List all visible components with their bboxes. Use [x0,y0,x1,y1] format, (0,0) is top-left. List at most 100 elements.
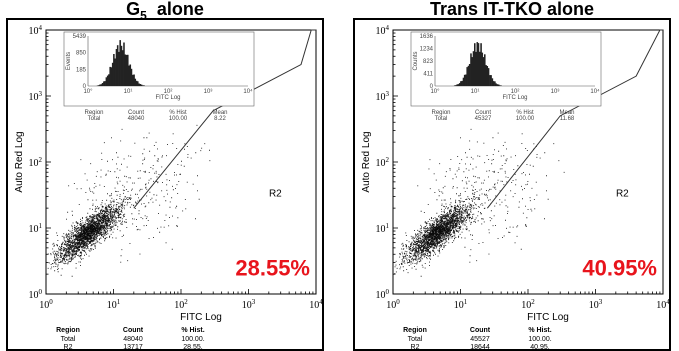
x-tick-label: 102 [521,298,535,311]
inset-x-label: FITC Log [502,95,527,101]
x-tick-label: 104 [309,298,322,311]
inset-histogram-bar [482,57,485,86]
inset-histogram-bar [125,54,128,86]
stats-table-cell: 100.00. [181,336,204,343]
inset-stats-header: Region [84,110,103,116]
inset-histogram-bar [137,81,139,86]
gate-r2-boundary [133,29,316,209]
inset-histogram-bar [110,67,113,86]
inset-histogram-bar [109,66,111,86]
inset-histogram-frame [63,31,255,107]
inset-x-tick-label: 10² [511,89,520,95]
inset-y-tick-label: 411 [423,72,433,78]
inset-histogram-bar [129,64,132,86]
inset-histogram-bar [123,42,125,86]
x-tick-label: 103 [589,298,603,311]
inset-histogram-bar [499,85,501,86]
x-tick-label: 103 [242,298,256,311]
stats-table-cell: 45527 [470,336,490,343]
gate-label: R2 [269,189,282,200]
inset-histogram-bar [481,52,484,86]
inset-y-tick-label: 0 [83,84,87,90]
inset-histogram-bar [132,74,134,86]
inset-histogram-bar [480,43,482,86]
inset-histogram-bar [479,51,481,86]
y-tick-label: 102 [29,156,43,169]
inset-histogram-bar [127,54,129,86]
y-tick-label: 102 [376,156,390,169]
inset-histogram-bar [458,83,461,86]
inset-histogram-bar [468,64,471,86]
inset-histogram-bar [142,85,144,86]
stats-table-header: Count [123,327,144,334]
stats-table-cell: 48040 [123,336,143,343]
y-tick-label: 101 [29,222,43,235]
inset-histogram-bar [472,51,475,86]
inset-stats-value: 11.68 [560,116,575,122]
stats-table-cell: Total [408,336,423,343]
x-axis-label: FITC Log [180,312,222,323]
x-tick-label: 100 [386,298,400,311]
inset-histogram-bar [463,74,466,86]
inset-histogram-bar [476,42,479,86]
inset-histogram-bar [457,84,460,86]
inset-y-tick-label: 823 [423,59,434,65]
inset-histogram-bar [484,54,486,86]
inset-histogram-bar [470,53,472,86]
stats-table-cell: 40.95. [530,344,550,349]
stats-table-header: % Hist. [181,327,204,334]
y-tick-label: 100 [29,288,43,301]
stats-table-header: % Hist. [528,327,551,334]
stats-table-cell: 28.55. [183,344,203,349]
inset-histogram-bar [475,51,477,86]
inset-histogram-bar [471,57,474,86]
inset-histogram-bar [460,81,462,86]
y-tick-label: 103 [29,90,43,103]
stats-table-cell: Total [61,336,76,343]
inset-histogram-bar [453,85,456,86]
inset-histogram-bar [140,84,143,86]
y-axis-label: Auto Red Log [14,131,25,192]
plot-frame: 100 101 102 103 104 100 101 102 103 104 FITC Log Au… [6,18,324,351]
y-tick-label: 103 [376,90,390,103]
inset-histogram-bar [492,81,495,86]
population-core [428,225,446,240]
inset-histogram-bar [490,75,492,86]
inset-histogram-bar [99,84,101,86]
percent-label: 28.55% [235,256,310,281]
inset-histogram-bar [489,75,491,86]
x-tick-label: 102 [174,298,188,311]
y-tick-label: 100 [376,288,390,301]
stats-table-cell: R2 [411,344,420,349]
inset-histogram-bar [118,51,120,86]
y-tick-label: 104 [376,24,390,37]
panel-title: G5 alone [126,0,204,23]
inset-y-label: Counts [413,51,419,70]
inset-stats-value: 48040 [128,116,145,122]
inset-histogram-bar [474,43,476,86]
inset-histogram-bar [124,54,127,86]
inset-y-tick-label: 1636 [420,34,434,40]
inset-histogram-bar [456,84,458,86]
inset-x-tick-label: 10² [164,89,173,95]
inset-histogram-bar [111,62,114,86]
stats-table-header: Region [403,327,427,334]
inset-histogram-bar [128,65,130,86]
inset-histogram-bar [106,75,109,86]
y-tick-label: 104 [29,24,43,37]
inset-histogram-bar [133,74,135,86]
inset-histogram-bar [465,74,467,86]
inset-histogram-bar [130,68,133,86]
inset-histogram-bar [116,45,119,86]
inset-x-tick-label: 10° [430,89,440,95]
inset-y-tick-label: 185 [76,67,87,73]
scatter-plot-g5: 100 101 102 103 104 100 101 102 103 104 FITC Log Au… [14,24,322,349]
x-tick-label: 100 [39,298,53,311]
inset-x-tick-label: 10³ [551,89,560,95]
inset-x-tick-label: 10⁴ [243,88,253,95]
inset-stats-value: Total [435,116,448,122]
inset-histogram-bar [104,81,106,86]
inset-stats-value: 8.22 [214,116,226,122]
inset-histogram-bar [114,58,116,86]
inset-histogram-bar [100,84,103,86]
